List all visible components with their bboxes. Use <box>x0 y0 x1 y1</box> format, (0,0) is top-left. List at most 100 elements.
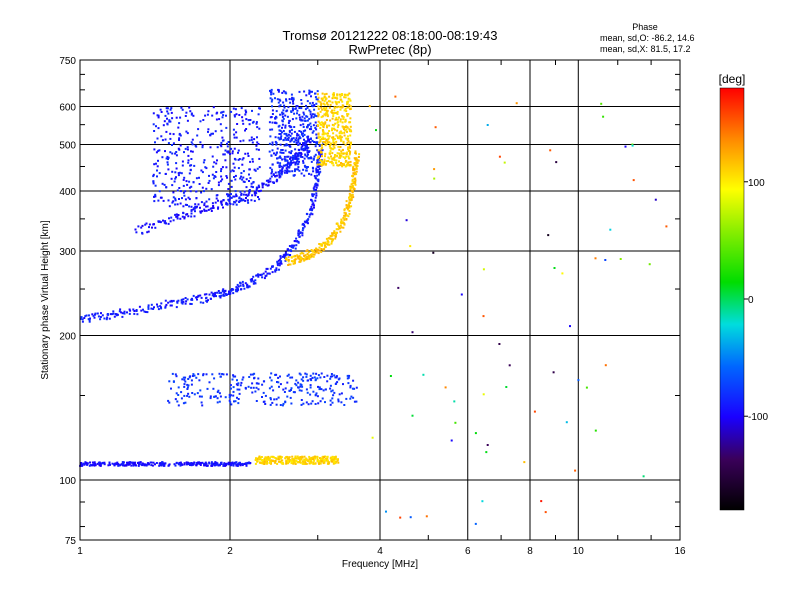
trace-point <box>352 196 355 199</box>
trace-point <box>167 301 170 304</box>
trace-point <box>264 403 267 405</box>
trace-point <box>180 397 183 400</box>
trace-point <box>270 100 273 103</box>
trace-point <box>328 95 331 98</box>
trace-point <box>276 462 279 465</box>
trace-point <box>312 170 315 173</box>
trace-point <box>199 206 201 209</box>
trace-point <box>302 222 305 225</box>
trace-point <box>294 157 297 160</box>
trace-point <box>337 400 340 403</box>
trace-point <box>316 169 319 172</box>
trace-point <box>315 115 318 118</box>
trace-point <box>324 246 327 249</box>
trace-point <box>80 463 83 466</box>
trace-point <box>281 111 284 114</box>
trace-point <box>324 155 326 158</box>
trace-point <box>242 283 245 286</box>
trace-point <box>101 314 104 317</box>
trace-point <box>246 284 249 287</box>
noise-point <box>474 522 477 525</box>
trace-point <box>85 461 88 464</box>
trace-point <box>336 152 339 155</box>
trace-point <box>341 115 344 118</box>
trace-point <box>239 284 242 287</box>
trace-point <box>332 95 335 98</box>
trace-point <box>298 130 301 132</box>
trace-point <box>222 290 224 293</box>
trace-point <box>287 162 290 165</box>
trace-point <box>224 149 227 152</box>
trace-point <box>300 251 303 254</box>
colorbar-label: [deg] <box>719 72 746 86</box>
trace-point <box>333 109 336 112</box>
trace-point <box>238 158 241 160</box>
trace-point <box>314 196 317 199</box>
trace-point <box>190 212 193 215</box>
trace-point <box>98 464 101 467</box>
trace-point <box>296 157 299 160</box>
trace-point <box>169 300 172 303</box>
trace-point <box>330 155 332 158</box>
trace-point <box>195 464 198 466</box>
trace-point <box>207 130 209 133</box>
trace-point <box>338 105 341 108</box>
trace-point <box>278 124 281 127</box>
trace-point <box>190 215 193 218</box>
trace-point <box>215 171 218 173</box>
trace-point <box>264 394 267 397</box>
trace-point <box>322 126 325 129</box>
trace-point <box>159 196 162 199</box>
trace-point <box>313 141 315 143</box>
trace-point <box>160 306 162 309</box>
trace-point <box>318 122 321 124</box>
trace-point <box>271 121 274 124</box>
trace-point <box>174 213 177 216</box>
trace-point <box>286 115 289 118</box>
trace-point <box>114 462 117 465</box>
trace-point <box>305 388 308 391</box>
noise-point <box>433 177 436 180</box>
trace-point <box>218 292 221 294</box>
trace-point <box>293 260 296 263</box>
trace-point <box>187 161 190 164</box>
trace-point <box>322 249 325 252</box>
trace-point <box>274 171 277 174</box>
trace-point <box>283 132 286 135</box>
trace-point <box>146 311 149 314</box>
trace-point <box>317 402 320 405</box>
trace-point <box>348 150 351 152</box>
trace-point <box>225 166 228 169</box>
trace-point <box>324 152 327 155</box>
trace-point <box>185 111 188 114</box>
trace-point <box>313 104 316 106</box>
trace-point <box>193 207 196 210</box>
trace-point <box>221 203 223 206</box>
trace-point <box>297 255 300 258</box>
trace-point <box>220 200 223 203</box>
trace-point <box>300 153 303 156</box>
trace-point <box>271 163 274 166</box>
trace-point <box>212 387 215 390</box>
trace-point <box>283 155 286 158</box>
trace-point <box>196 296 199 298</box>
trace-point <box>211 114 214 117</box>
trace-point <box>326 239 329 242</box>
noise-point <box>432 251 435 254</box>
trace-point <box>309 102 312 105</box>
trace-point <box>250 182 253 185</box>
trace-point <box>181 108 184 111</box>
trace-point <box>215 162 218 165</box>
trace-point <box>298 459 301 462</box>
trace-point <box>316 98 319 101</box>
trace-point <box>153 306 155 309</box>
trace-point <box>325 459 328 462</box>
trace-point <box>186 394 189 397</box>
trace-point <box>232 203 235 206</box>
trace-point <box>345 204 348 207</box>
trace-point <box>179 217 182 220</box>
trace-point <box>232 107 235 110</box>
trace-point <box>289 101 292 104</box>
trace-point <box>355 162 358 165</box>
trace-point <box>238 388 241 391</box>
